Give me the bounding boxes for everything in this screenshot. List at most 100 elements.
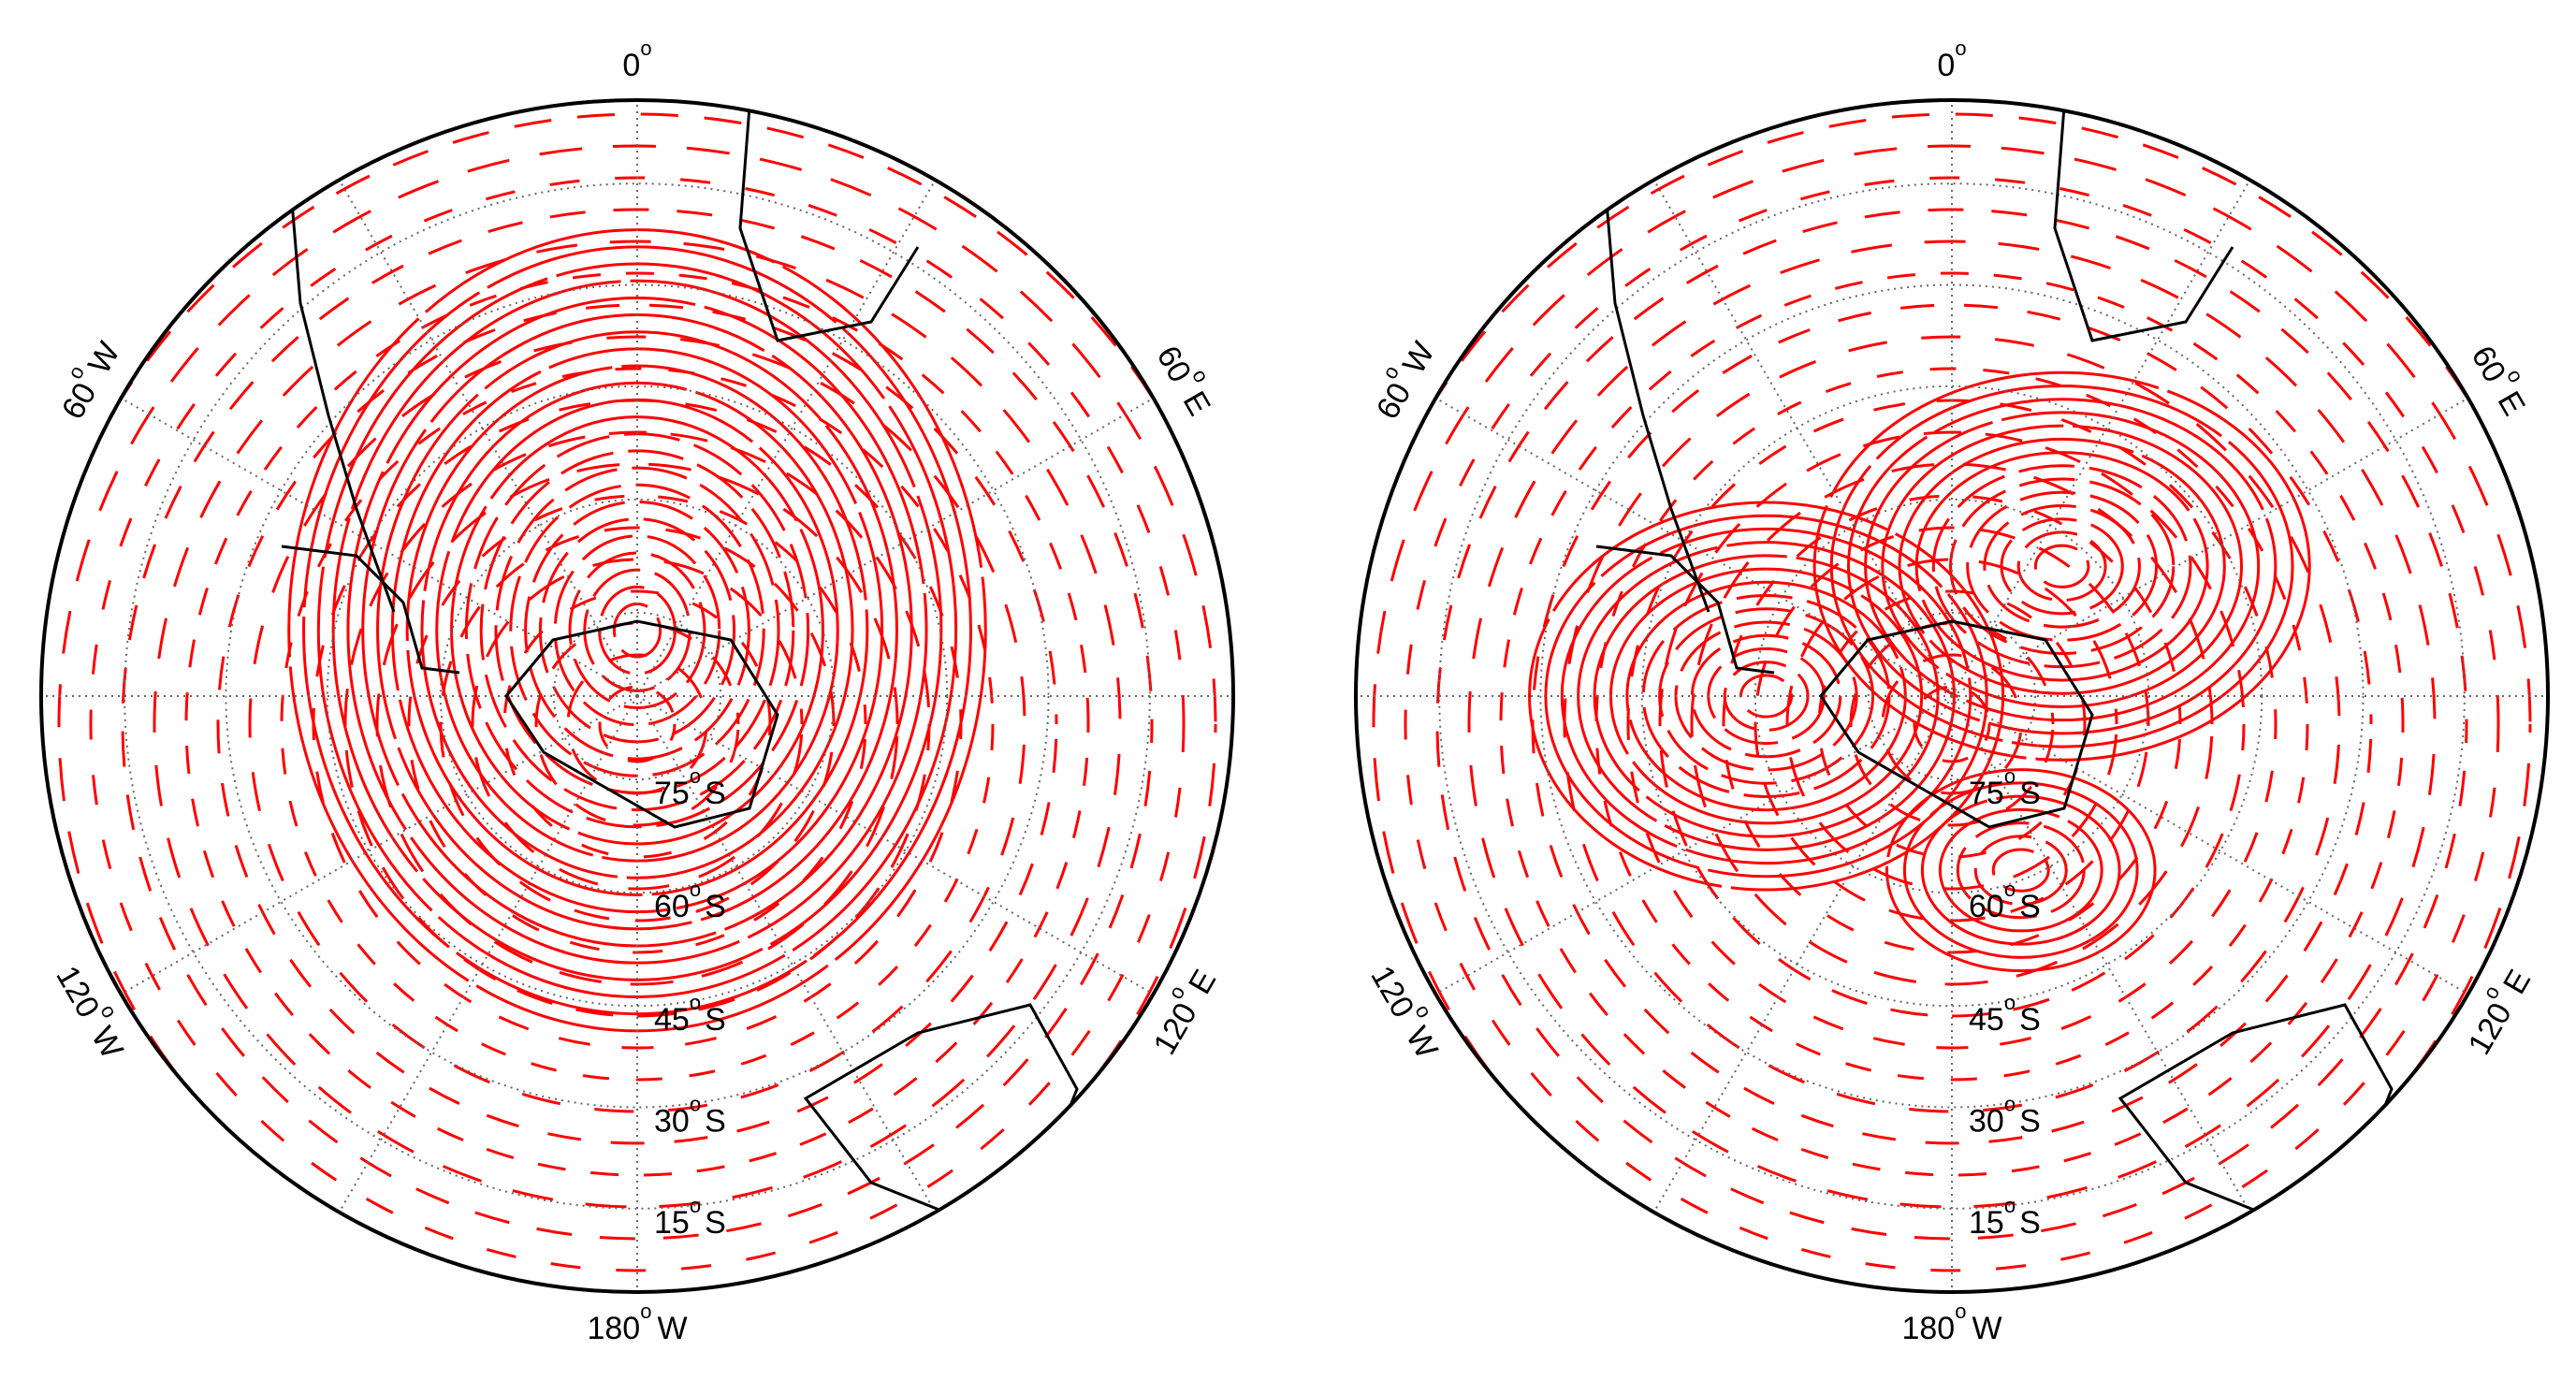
streamline: [1898, 437, 2226, 695]
streamline: [1829, 384, 2294, 748]
map-interior: [41, 100, 1233, 1292]
label-hemisphere: S: [2019, 1205, 2041, 1241]
coastline: [289, 190, 396, 613]
degree-mark: o: [690, 1194, 701, 1217]
meridian-line: [636, 397, 1155, 697]
latitude-line: [1539, 283, 2365, 1109]
label-degrees: 30: [1969, 1104, 2004, 1140]
latitude-line: [326, 385, 949, 1008]
latitude-line: [1867, 611, 2037, 781]
meridian-line: [1652, 695, 1953, 1213]
streamline: [2000, 517, 2124, 616]
latitude-label: 60o S: [1969, 878, 2041, 924]
label-hemisphere: S: [2019, 889, 2041, 924]
streamline: [2016, 530, 2107, 603]
label-degrees: 75: [1969, 776, 2004, 811]
label-degrees: 60: [654, 889, 690, 924]
longitude-label: 0o: [622, 36, 651, 83]
streamline: [479, 449, 795, 812]
meridian-line: [338, 179, 638, 697]
streamline: [1560, 527, 1972, 865]
streamline: [1846, 398, 2278, 735]
degree-mark: o: [2004, 1093, 2016, 1116]
degree-mark: o: [690, 764, 701, 788]
label-hemisphere: S: [705, 776, 726, 811]
streamline: [1973, 835, 2068, 906]
meridian-line: [636, 695, 1155, 995]
longitude-label: 120oE: [1137, 958, 1223, 1061]
meridian-line: [338, 695, 638, 1213]
latitude-label: 30o S: [654, 1093, 726, 1140]
streamline: [1467, 240, 2437, 1209]
label-degrees: 45: [654, 1002, 690, 1038]
label-hemisphere: S: [705, 1104, 726, 1140]
latitude-label: 45o S: [654, 991, 726, 1038]
streamline: [524, 500, 750, 761]
meridian-line: [1951, 695, 2469, 995]
latitude-line: [552, 611, 722, 781]
streamline: [1528, 501, 2005, 892]
streamline: [184, 271, 1090, 1177]
label-hemisphere: W: [657, 1311, 687, 1346]
latitude-label: 75o S: [1969, 764, 2041, 811]
map-border: [39, 98, 1235, 1294]
streamline: [1983, 503, 2141, 629]
map-interior: [1356, 100, 2548, 1292]
coastline: [738, 106, 920, 342]
streamline: [1641, 594, 1891, 798]
label-degrees: 60: [1969, 889, 2004, 924]
meridian-line: [636, 695, 937, 1213]
streamline: [1885, 768, 2157, 973]
streamline: [376, 330, 898, 931]
streamline: [1956, 821, 2086, 920]
streamline: [1812, 370, 2311, 762]
label-degrees: 180: [1901, 1311, 1955, 1346]
label-degrees: 15: [1969, 1205, 2004, 1241]
label-degrees: 120: [2462, 997, 2519, 1061]
streamline: [302, 245, 972, 1016]
coastline: [281, 545, 460, 675]
latitude-line: [1640, 385, 2263, 1008]
coastline: [2118, 1003, 2394, 1222]
streamline: [346, 296, 928, 965]
label-hemisphere: W: [1972, 1311, 2001, 1346]
label-hemisphere: S: [705, 1002, 726, 1038]
coastline: [1595, 545, 1775, 675]
degree-mark: o: [690, 1093, 701, 1116]
streamline: [331, 279, 943, 981]
streamline: [1864, 411, 2261, 722]
label-degrees: 0: [622, 48, 640, 83]
degree-mark: o: [1955, 36, 1966, 60]
streamline: [1938, 807, 2103, 933]
coastline: [803, 1003, 1079, 1222]
map-border: [1354, 98, 2550, 1294]
meridian-line: [1434, 397, 1953, 697]
meridian-line: [1951, 397, 2469, 697]
label-hemisphere: S: [2019, 1002, 2041, 1038]
latitude-label: 60o S: [654, 878, 726, 924]
degree-mark: o: [2004, 1194, 2016, 1217]
meridian-line: [1951, 695, 2251, 1213]
longitude-label: 120oE: [2452, 958, 2538, 1061]
meridian-line: [120, 695, 638, 995]
label-hemisphere: E: [2491, 385, 2532, 422]
label-degrees: 45: [1969, 1002, 2004, 1038]
degree-mark: o: [2004, 991, 2016, 1014]
streamline: [568, 551, 706, 710]
label-degrees: 30: [654, 1104, 690, 1140]
meridian-line: [120, 397, 638, 697]
latitude-line: [225, 283, 1050, 1109]
label-hemisphere: S: [2019, 1104, 2041, 1140]
streamline: [420, 381, 854, 879]
latitude-label: 75o S: [654, 764, 726, 811]
streamline: [1931, 464, 2192, 669]
degree-mark: o: [1955, 1300, 1966, 1323]
streamline: [1949, 477, 2176, 656]
meridian-line: [636, 179, 937, 697]
longitude-label: 120oW: [1363, 954, 1454, 1065]
streamline: [598, 585, 677, 675]
latitude-label: 45o S: [1969, 991, 2041, 1038]
